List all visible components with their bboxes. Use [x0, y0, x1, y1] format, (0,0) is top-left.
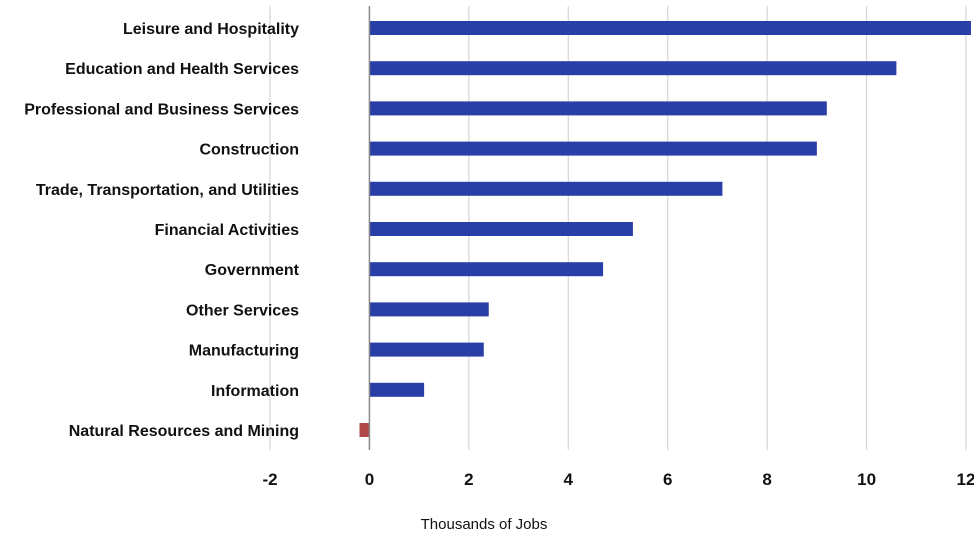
x-tick-label: 0: [365, 470, 374, 489]
x-tick-label: 8: [762, 470, 771, 489]
category-label: Construction: [199, 142, 299, 159]
bar: [369, 222, 633, 236]
bar: [359, 423, 370, 437]
bar: [369, 302, 489, 317]
x-tick-label: 2: [464, 470, 473, 489]
category-label: Trade, Transportation, and Utilities: [36, 182, 299, 199]
x-axis: -2 0 2 4 6 8 10 12: [262, 6, 974, 489]
bar: [369, 342, 484, 357]
bar: [369, 181, 723, 196]
bar: [369, 262, 604, 277]
category-label: Government: [205, 262, 300, 279]
bar: [369, 21, 971, 35]
category-labels: Leisure and Hospitality Education and Hea…: [24, 21, 299, 440]
category-label: Education and Health Services: [65, 61, 299, 78]
x-tick-label: 6: [663, 470, 672, 489]
category-label: Professional and Business Services: [24, 101, 299, 118]
x-axis-title: Thousands of Jobs: [421, 516, 548, 533]
x-tick-label: 4: [564, 470, 574, 489]
x-tick-label: 12: [957, 470, 974, 489]
bar: [369, 141, 817, 156]
bar: [369, 61, 897, 76]
bar: [369, 101, 827, 116]
category-label: Manufacturing: [189, 343, 299, 360]
category-label: Information: [211, 383, 299, 400]
bar: [369, 382, 425, 397]
bars: [359, 21, 971, 437]
category-label: Other Services: [186, 302, 299, 319]
category-label: Natural Resources and Mining: [69, 423, 299, 440]
x-tick-label: 10: [857, 470, 876, 489]
category-label: Leisure and Hospitality: [123, 21, 299, 38]
x-tick-label: -2: [262, 470, 277, 489]
category-label: Financial Activities: [155, 222, 299, 239]
